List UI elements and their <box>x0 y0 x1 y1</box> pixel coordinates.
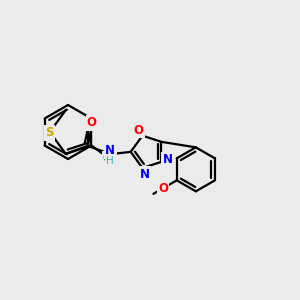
Text: O: O <box>87 116 97 129</box>
Text: S: S <box>46 127 54 140</box>
Text: H: H <box>106 156 114 166</box>
Text: N: N <box>140 167 149 181</box>
Text: Cl: Cl <box>103 152 116 165</box>
Text: O: O <box>134 124 143 137</box>
Text: N: N <box>105 144 115 157</box>
Text: N: N <box>163 153 172 166</box>
Text: O: O <box>158 182 168 195</box>
